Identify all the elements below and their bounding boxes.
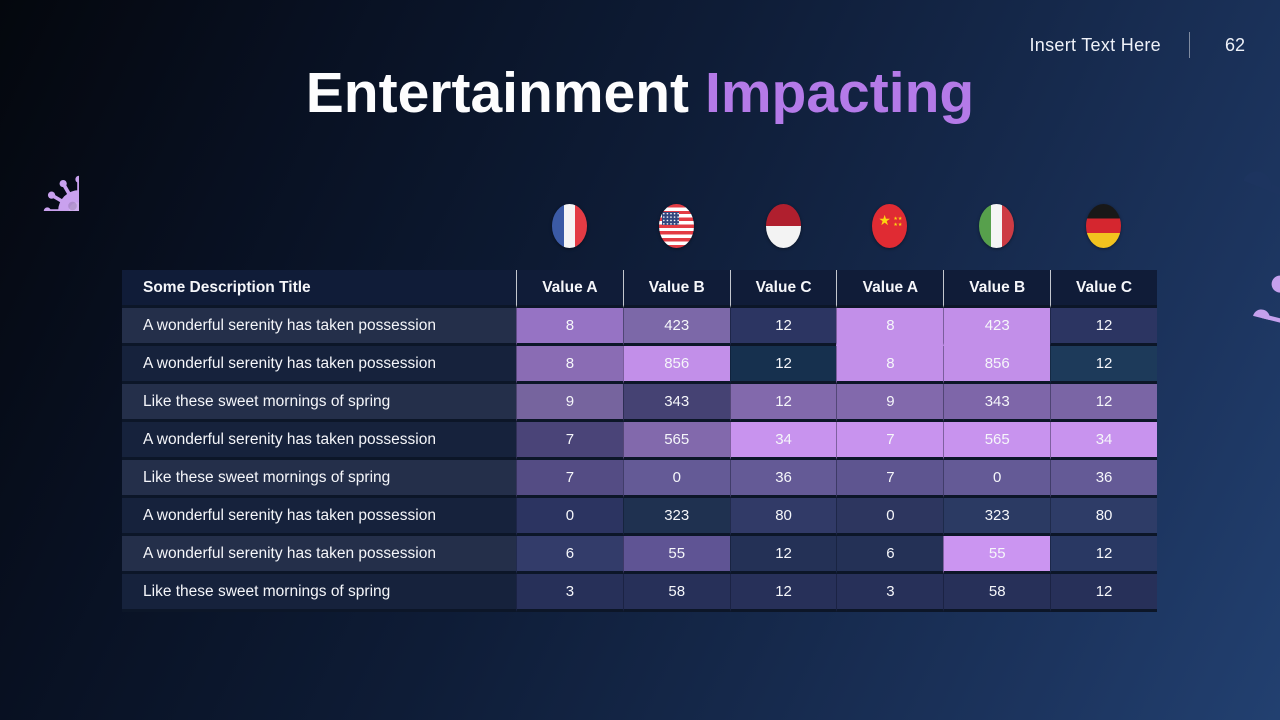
row-label: Like these sweet mornings of spring bbox=[122, 384, 516, 422]
value-cell: 6 bbox=[516, 536, 623, 574]
column-header: Value A bbox=[836, 270, 944, 308]
value-cell: 323 bbox=[622, 498, 730, 536]
value-cell: 55 bbox=[943, 536, 1051, 574]
value-cell: 0 bbox=[836, 498, 944, 536]
value-cell: 12 bbox=[1050, 308, 1157, 346]
flag-slot bbox=[516, 204, 623, 248]
value-cell: 12 bbox=[1050, 384, 1157, 422]
flag-slot bbox=[730, 204, 837, 248]
row-label: Like these sweet mornings of spring bbox=[122, 574, 516, 612]
value-cell: 12 bbox=[729, 574, 837, 612]
column-header: Value A bbox=[516, 270, 623, 308]
table-row: A wonderful serenity has taken possessio… bbox=[122, 308, 1157, 346]
value-cell: 34 bbox=[1050, 422, 1157, 460]
value-cell: 58 bbox=[943, 574, 1051, 612]
value-cell: 565 bbox=[943, 422, 1051, 460]
row-label: A wonderful serenity has taken possessio… bbox=[122, 536, 516, 574]
value-cell: 80 bbox=[729, 498, 837, 536]
value-cell: 12 bbox=[729, 384, 837, 422]
value-cell: 36 bbox=[1050, 460, 1157, 498]
value-cell: 8 bbox=[836, 346, 944, 384]
flag-france-icon bbox=[551, 204, 587, 248]
flag-slot bbox=[836, 204, 943, 248]
table-header-row: Some Description Title Value A Value B Valu… bbox=[122, 270, 1157, 308]
column-header: Value B bbox=[943, 270, 1051, 308]
value-cell: 3 bbox=[516, 574, 623, 612]
column-header: Value C bbox=[1050, 270, 1157, 308]
row-label: A wonderful serenity has taken possessio… bbox=[122, 346, 516, 384]
value-cell: 856 bbox=[943, 346, 1051, 384]
description-column-header: Some Description Title bbox=[122, 270, 516, 308]
value-cell: 0 bbox=[622, 460, 730, 498]
value-cell: 423 bbox=[622, 308, 730, 346]
value-cell: 36 bbox=[729, 460, 837, 498]
column-header: Value B bbox=[622, 270, 730, 308]
value-cell: 423 bbox=[943, 308, 1051, 346]
data-table: Some Description Title Value A Value B Valu… bbox=[122, 270, 1157, 612]
virus-left-icon bbox=[7, 139, 79, 211]
insert-text-placeholder: Insert Text Here bbox=[1029, 34, 1161, 55]
topbar-divider bbox=[1189, 32, 1190, 58]
value-cell: 12 bbox=[1050, 346, 1157, 384]
flag-china-icon bbox=[872, 204, 908, 248]
value-cell: 856 bbox=[622, 346, 730, 384]
value-cell: 34 bbox=[729, 422, 837, 460]
flag-germany-icon bbox=[1086, 204, 1122, 248]
value-cell: 12 bbox=[729, 536, 837, 574]
value-cell: 565 bbox=[622, 422, 730, 460]
value-cell: 343 bbox=[943, 384, 1051, 422]
flag-usa-icon bbox=[658, 204, 694, 248]
value-cell: 7 bbox=[836, 460, 944, 498]
value-cell: 58 bbox=[622, 574, 730, 612]
page-number: 62 bbox=[1224, 34, 1246, 55]
table-row: A wonderful serenity has taken possessio… bbox=[122, 536, 1157, 574]
value-cell: 55 bbox=[622, 536, 730, 574]
flag-indonesia-icon bbox=[765, 204, 801, 248]
table-row: A wonderful serenity has taken possessio… bbox=[122, 422, 1157, 460]
column-header: Value C bbox=[729, 270, 837, 308]
value-cell: 8 bbox=[516, 308, 623, 346]
value-cell: 0 bbox=[943, 460, 1051, 498]
virus-right-icon bbox=[1169, 130, 1280, 336]
value-cell: 7 bbox=[836, 422, 944, 460]
value-cell: 7 bbox=[516, 460, 623, 498]
value-cell: 343 bbox=[622, 384, 730, 422]
table-row: Like these sweet mornings of spring 3 58 12… bbox=[122, 574, 1157, 612]
value-cell: 9 bbox=[836, 384, 944, 422]
flag-italy-icon bbox=[979, 204, 1015, 248]
value-cell: 12 bbox=[1050, 536, 1157, 574]
value-cell: 0 bbox=[516, 498, 623, 536]
table-row: A wonderful serenity has taken possessio… bbox=[122, 498, 1157, 536]
value-cell: 6 bbox=[836, 536, 944, 574]
row-label: A wonderful serenity has taken possessio… bbox=[122, 498, 516, 536]
value-cell: 12 bbox=[729, 346, 837, 384]
value-cell: 12 bbox=[729, 308, 837, 346]
row-label: A wonderful serenity has taken possessio… bbox=[122, 422, 516, 460]
virus-bottom-icon bbox=[850, 652, 1069, 720]
table-row: Like these sweet mornings of spring 9 343 1… bbox=[122, 384, 1157, 422]
table-row: Like these sweet mornings of spring 7 0 36 7… bbox=[122, 460, 1157, 498]
flag-slot bbox=[623, 204, 730, 248]
row-label: A wonderful serenity has taken possessio… bbox=[122, 308, 516, 346]
table-row: A wonderful serenity has taken possessio… bbox=[122, 346, 1157, 384]
flags-row bbox=[516, 204, 1157, 248]
row-label: Like these sweet mornings of spring bbox=[122, 460, 516, 498]
value-cell: 323 bbox=[943, 498, 1051, 536]
value-cell: 9 bbox=[516, 384, 623, 422]
value-cell: 80 bbox=[1050, 498, 1157, 536]
value-cell: 3 bbox=[836, 574, 944, 612]
flag-slot bbox=[1050, 204, 1157, 248]
flag-slot bbox=[943, 204, 1050, 248]
topbar: Insert Text Here 62 bbox=[1029, 32, 1252, 58]
value-cell: 8 bbox=[516, 346, 623, 384]
value-cell: 7 bbox=[516, 422, 623, 460]
title-part-accent: Impacting bbox=[705, 61, 975, 125]
value-cell: 12 bbox=[1050, 574, 1157, 612]
slide-title: Entertainment Impacting bbox=[0, 62, 1280, 125]
value-cell: 8 bbox=[836, 308, 944, 346]
title-part-white: Entertainment bbox=[305, 61, 690, 125]
